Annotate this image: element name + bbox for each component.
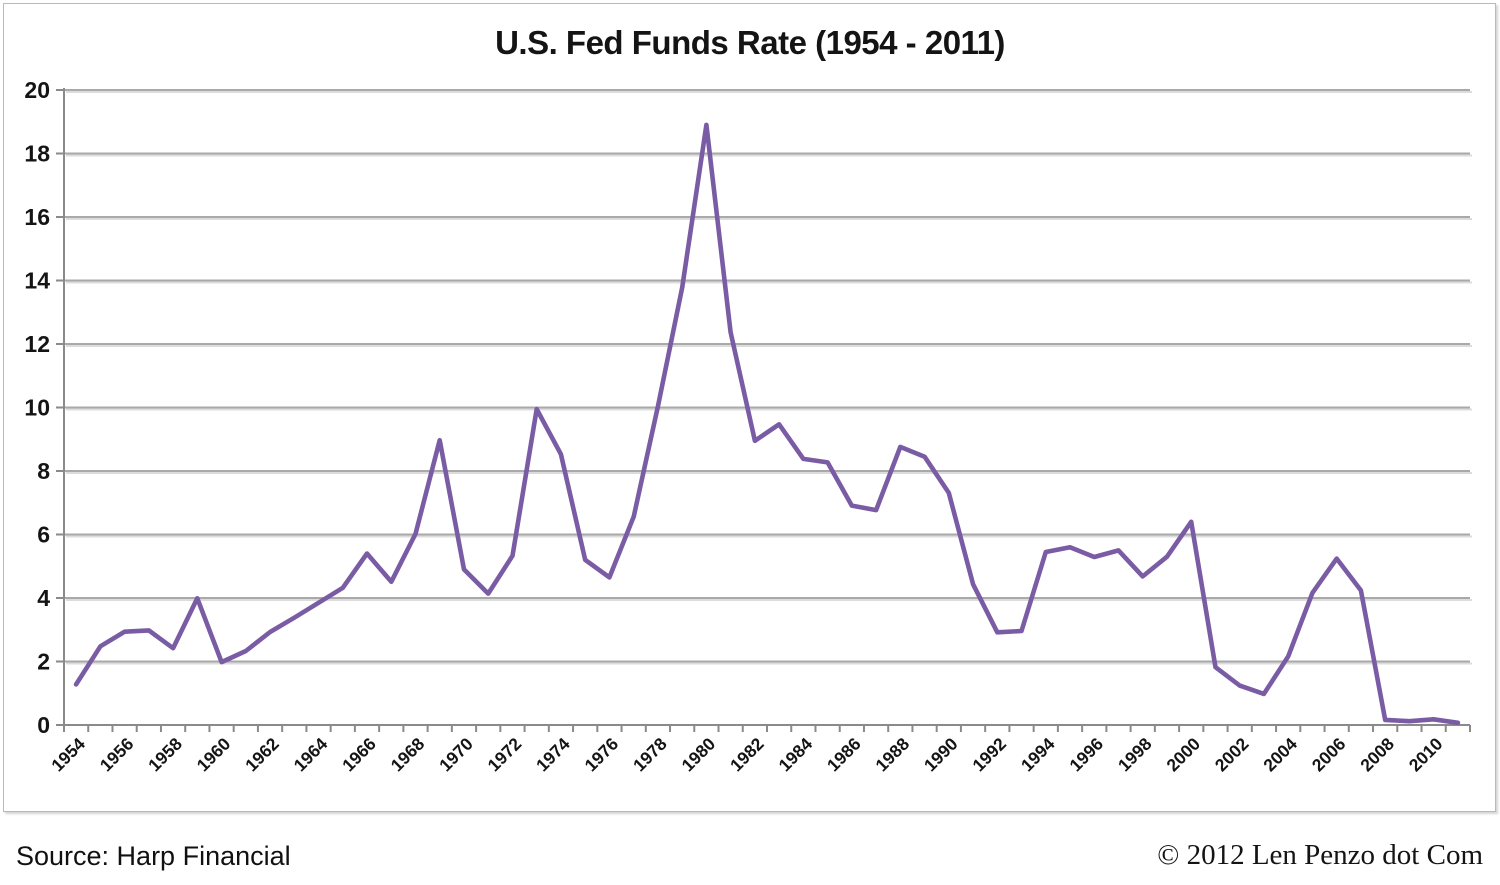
x-tick-label: 1978 — [629, 734, 671, 776]
x-tick-label: 1982 — [726, 734, 768, 776]
y-tick-label: 2 — [37, 649, 50, 675]
x-tick-label: 1980 — [678, 734, 720, 776]
x-tick-label: 1990 — [920, 734, 962, 776]
y-tick-label: 10 — [24, 395, 50, 421]
x-tick-label: 1966 — [338, 734, 380, 776]
x-tick-label: 1968 — [387, 734, 429, 776]
x-tick-label: 1974 — [532, 734, 574, 776]
x-tick-label: 1988 — [871, 734, 913, 776]
x-tick-label: 1956 — [96, 734, 138, 776]
chart-title: U.S. Fed Funds Rate (1954 - 2011) — [495, 24, 1005, 61]
x-tick-label: 1992 — [968, 734, 1010, 776]
copyright-note: © 2012 Len Penzo dot Com — [1157, 839, 1483, 871]
x-tick-label: 1958 — [144, 734, 186, 776]
x-tick-label: 2004 — [1259, 734, 1301, 776]
y-tick-label: 4 — [37, 585, 50, 611]
x-tick-label: 2000 — [1162, 734, 1204, 776]
x-tick-label: 2002 — [1211, 734, 1253, 776]
x-tick-label: 1954 — [47, 734, 89, 776]
y-tick-label: 18 — [24, 141, 50, 167]
y-tick-label: 14 — [24, 268, 50, 294]
x-tick-label: 1962 — [241, 734, 283, 776]
x-tick-label: 1996 — [1065, 734, 1107, 776]
y-tick-label: 12 — [24, 331, 50, 357]
x-tick-label: 1964 — [290, 734, 332, 776]
x-tick-label: 1984 — [775, 734, 817, 776]
x-tick-label: 1998 — [1114, 734, 1156, 776]
x-tick-label: 1970 — [435, 734, 477, 776]
x-tick-label: 2008 — [1356, 734, 1398, 776]
rate-line — [73, 122, 1461, 726]
x-tick-label: 1986 — [823, 734, 865, 776]
y-tick-label: 8 — [37, 458, 50, 484]
x-tick-label: 1972 — [484, 734, 526, 776]
y-tick-label: 20 — [24, 77, 50, 103]
source-note: Source: Harp Financial — [16, 841, 291, 871]
x-tick-label: 1960 — [193, 734, 235, 776]
x-tick-label: 2006 — [1308, 734, 1350, 776]
y-tick-label: 6 — [37, 522, 50, 548]
y-tick-label: 16 — [24, 204, 50, 230]
x-tick-label: 1976 — [581, 734, 623, 776]
x-tick-label: 2010 — [1405, 734, 1447, 776]
y-tick-label: 0 — [37, 712, 50, 738]
x-tick-label: 1994 — [1017, 734, 1059, 776]
